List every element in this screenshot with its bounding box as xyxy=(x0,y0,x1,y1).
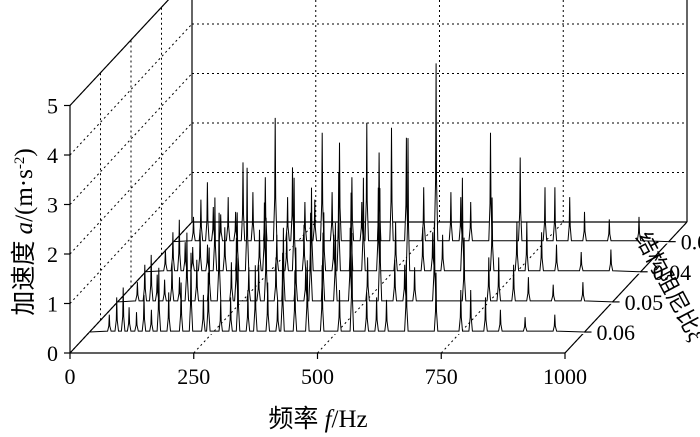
y-tick-label: 0 xyxy=(47,341,58,366)
y-tick-label: 3 xyxy=(47,193,58,218)
series-0.06 xyxy=(89,232,585,335)
series-line xyxy=(117,188,613,303)
y-tick-label: 1 xyxy=(47,292,58,317)
z-tick-label: 0.05 xyxy=(625,290,664,315)
frame-edge xyxy=(69,221,193,354)
series-0.05 xyxy=(117,188,613,304)
x-tick-label: 250 xyxy=(177,364,210,389)
z-tick-label: 0.04 xyxy=(653,260,692,285)
x-tick-label: 500 xyxy=(301,364,334,389)
series-line xyxy=(173,63,669,243)
z-tick-label: 0.03 xyxy=(681,230,700,255)
x-tick-label: 750 xyxy=(425,364,458,389)
x-tick-label: 1000 xyxy=(543,364,587,389)
z-tick-label: 0.06 xyxy=(597,320,636,345)
y-tick-label: 5 xyxy=(47,94,58,119)
x-tick-label: 0 xyxy=(65,364,76,389)
series-0.03 xyxy=(173,63,669,244)
y-tick-label: 2 xyxy=(47,242,58,267)
series-0.04 xyxy=(145,138,641,274)
side-wall-gridline xyxy=(69,73,193,205)
frame-edge xyxy=(69,0,170,106)
y-axis-title: 加速度 a/(m·s-2) xyxy=(10,148,38,315)
y-tick-label: 4 xyxy=(47,143,58,168)
tick-layer: 0 250 500 750 1000 0 1 2 3 4 5 0.03 0.04 0.05 0.06 xyxy=(47,94,700,390)
series-line xyxy=(89,232,585,333)
x-axis-title: 频率 f/Hz xyxy=(268,405,367,433)
side-wall-gridline xyxy=(69,23,193,156)
side-wall-gridline xyxy=(69,0,169,106)
series-backing xyxy=(89,233,585,335)
series-layer xyxy=(89,63,669,335)
side-wall-gridline xyxy=(69,122,193,255)
series-line xyxy=(145,138,641,273)
frame-edge xyxy=(564,221,688,354)
